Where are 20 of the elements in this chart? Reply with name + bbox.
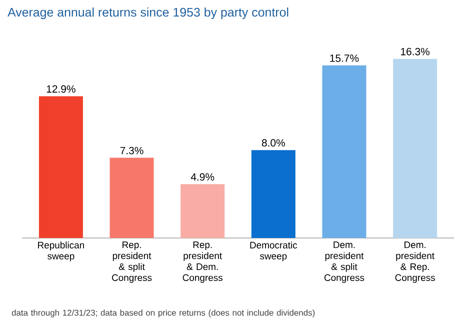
data-label: 8.0% (262, 139, 285, 147)
bar (393, 58, 438, 238)
bar (180, 184, 225, 238)
bar (38, 96, 83, 238)
x-tick-label: Dem. president & Rep. Congress (395, 242, 435, 283)
chart-title: Average annual returns since 1953 by party control (8, 8, 288, 20)
x-tick-label: Rep. president & Dem. Congress (182, 242, 222, 283)
bar (110, 158, 154, 238)
data-label: 7.3% (120, 146, 144, 154)
data-label: 15.7% (330, 54, 359, 62)
data-label: 4.9% (190, 173, 214, 181)
x-tick-label: Dem. president & split Congress (324, 242, 364, 283)
bar (251, 150, 296, 238)
x-tick-label: Republican sweep (38, 242, 84, 262)
text: data through 12/31/23; data based on price returns (does not include dividends) (12, 310, 315, 318)
x-tick-label: Democratic sweep (250, 242, 298, 262)
data-label: 12.9% (46, 85, 76, 93)
bar (322, 65, 366, 238)
data-label: 16.3% (401, 48, 430, 56)
x-tick-label: Rep. president & split Congress (112, 242, 152, 283)
